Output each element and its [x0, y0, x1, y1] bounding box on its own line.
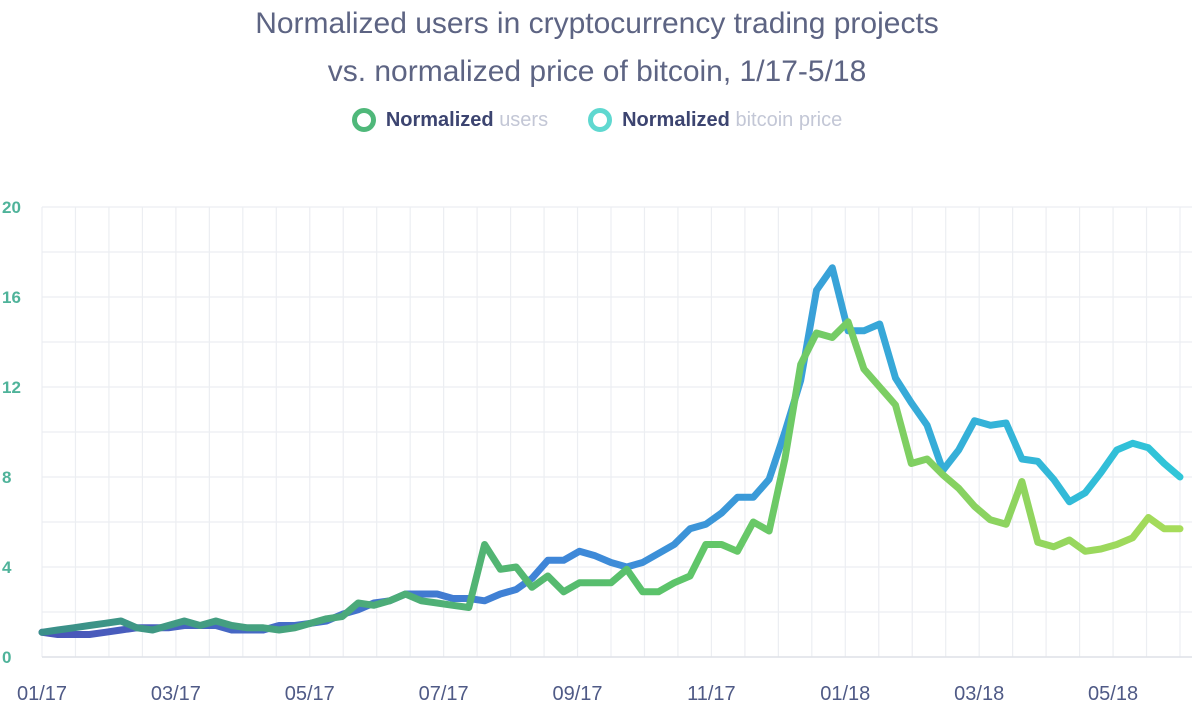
- x-axis: 01/17 03/17 05/17 07/17 09/17 11/17 01/18 03/18…: [17, 683, 1138, 705]
- legend-bitcoin-strong: Normalized: [622, 108, 730, 131]
- y-tick-label: 20: [2, 198, 21, 217]
- y-tick-label: 16: [2, 288, 21, 307]
- legend-item-bitcoin-price: Normalized bitcoin price: [588, 108, 842, 132]
- y-axis: 0 4 8 12 16 20: [2, 198, 21, 667]
- legend-users-label: Normalized users: [386, 109, 548, 132]
- legend-users-strong: Normalized: [385, 108, 494, 131]
- legend-bitcoin-light: bitcoin price: [735, 108, 843, 131]
- x-tick-label: 03/18: [954, 683, 1004, 705]
- x-tick-label: 01/18: [820, 683, 870, 705]
- y-tick-label: 12: [2, 378, 21, 397]
- legend-bitcoin-marker-icon: [588, 108, 613, 132]
- chart-title: Normalized users in cryptocurrency tradi…: [0, 0, 1194, 96]
- x-tick-label: 05/17: [285, 683, 335, 705]
- series-lines: [38, 264, 1184, 638]
- series-line-bitcoin-price: [38, 264, 1184, 638]
- y-tick-label: 8: [2, 468, 11, 487]
- grid: [41, 206, 1192, 658]
- x-tick-label: 03/17: [151, 683, 201, 705]
- x-tick-label: 01/17: [17, 683, 67, 705]
- legend-users-light: users: [499, 108, 549, 131]
- x-tick-label: 05/18: [1088, 683, 1138, 705]
- series-line-users: [38, 318, 1184, 636]
- legend-bitcoin-label: Normalized bitcoin price: [622, 109, 842, 132]
- legend: Normalized users Normalized bitcoin pric…: [0, 108, 1194, 132]
- y-tick-label: 0: [2, 648, 11, 667]
- legend-item-users: Normalized users: [351, 108, 548, 132]
- y-tick-label: 4: [2, 558, 12, 577]
- x-tick-label: 07/17: [419, 683, 469, 705]
- legend-users-marker-icon: [351, 108, 376, 132]
- chart-title-line2: vs. normalized price of bitcoin, 1/17-5/…: [327, 55, 867, 88]
- chart-title-line1: Normalized users in cryptocurrency tradi…: [255, 7, 939, 40]
- x-tick-label: 09/17: [552, 683, 602, 705]
- x-tick-label: 11/17: [687, 683, 736, 705]
